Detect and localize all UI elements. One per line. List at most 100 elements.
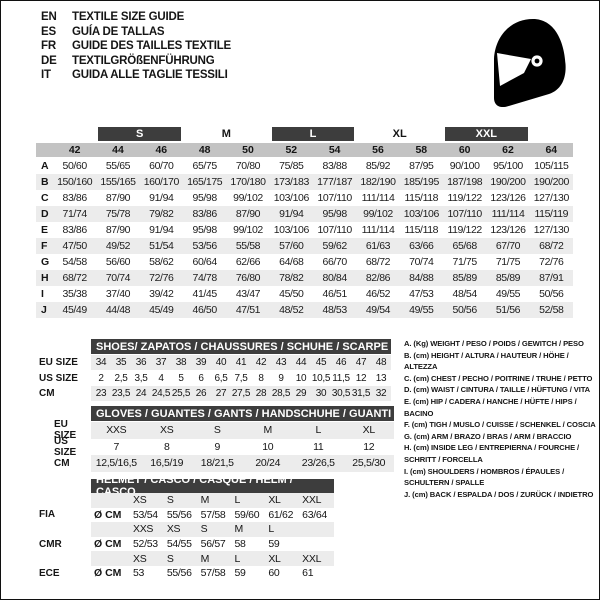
- measurement-row-label: H: [41, 272, 49, 284]
- helmet-size-value: 55/56: [166, 508, 192, 521]
- helmet-size-value: S: [166, 494, 174, 507]
- size-value: 41/45: [192, 288, 218, 300]
- size-group-xl: XL: [392, 128, 407, 140]
- helmet-size-value: M: [200, 494, 210, 507]
- measurement-legend: A. (Kg) WEIGHT / PESO / POIDS / GEWITCH …: [404, 338, 597, 500]
- size-value: 83/86: [62, 224, 88, 236]
- shoes-size-value: 5: [178, 372, 184, 384]
- size-value: 115/118: [404, 224, 439, 236]
- shoes-table-title: SHOES/ ZAPATOS / CHAUSSURES / SCHUHE / S…: [91, 339, 391, 354]
- shoes-size-value: 9: [278, 372, 284, 384]
- size-value: 111/114: [491, 208, 525, 220]
- helmet-size-value: 52/53: [133, 538, 158, 551]
- size-value: 47/51: [235, 304, 261, 316]
- shoes-row-values: 23 23,5 24 24,5 25,5 26 27 27,5 28 28,5 29 30 30,5 31…: [91, 385, 391, 402]
- helmet-size-value: S: [166, 552, 174, 565]
- size-value: 111/114: [361, 192, 395, 204]
- size-value: 87/95: [409, 160, 434, 172]
- helmet-size-value: XL: [268, 552, 281, 565]
- helmet-row-values: XS S M L XL XXL: [91, 493, 334, 508]
- size-value: 190/200: [490, 176, 526, 188]
- size-column-header: 56: [372, 144, 384, 156]
- size-value: 71/75: [452, 256, 478, 268]
- size-value: 72/76: [149, 272, 174, 284]
- helmet-size-value: XS: [166, 523, 181, 536]
- size-value: 182/190: [360, 176, 396, 188]
- helmet-row: XXS XS S M L: [36, 522, 334, 537]
- helmet-size-value: 59: [268, 538, 280, 551]
- size-value: 91/94: [279, 208, 304, 220]
- size-value: 55/65: [105, 160, 131, 172]
- legend-line: B. (cm) HEIGHT / ALTURA / HAUTEUR / HÖHE…: [404, 350, 569, 372]
- textile-size-table: S M L XL XXL 42 44 46 48 50 52 54 56 58 60 62 64 A 50/60 55…: [36, 126, 573, 318]
- shoes-size-value: 39: [195, 357, 207, 369]
- size-value: 51/54: [149, 240, 174, 252]
- size-value: 150/160: [57, 176, 93, 188]
- shoes-size-value: 10,5: [311, 372, 331, 384]
- helmet-size-value: 56/57: [200, 538, 226, 551]
- size-value: 59/62: [322, 240, 348, 252]
- size-value: 103/106: [273, 192, 310, 204]
- size-column-header: 44: [112, 144, 124, 156]
- helmet-row-label: [36, 493, 91, 508]
- size-value: 50/56: [452, 304, 478, 316]
- size-value: 177/187: [317, 176, 353, 188]
- legend-line: A. (Kg) WEIGHT / PESO / POIDS / GEWITCH …: [404, 339, 584, 348]
- shoes-size-value: 46: [335, 357, 347, 369]
- shoes-size-value: 45: [315, 357, 327, 369]
- helmet-row: XS S M L XL XXL: [36, 551, 334, 566]
- language-title: GUÍA DE TALLAS: [72, 25, 165, 38]
- shoes-rows: EU SIZE 34 35 36 37 38 39 40 41 42 43 44 45 46 47 48 US …: [36, 355, 391, 402]
- shoes-size-value: 24,5: [151, 387, 171, 399]
- measurement-row-label: I: [41, 288, 44, 300]
- gloves-row-label: EU SIZE: [54, 419, 77, 442]
- size-column-header: 42: [68, 144, 81, 156]
- helmet-size-value: XXL: [302, 494, 322, 507]
- gloves-row: CM 12,5/16,5 16,5/19 18/21,5 20/24 23/26,5 25,…: [36, 455, 394, 472]
- gloves-size-value: M: [263, 424, 273, 437]
- helmet-row-values: XXS XS S M L: [91, 522, 334, 537]
- shoes-size-value: 30,5: [331, 387, 351, 399]
- gloves-row-label: CM: [54, 457, 70, 469]
- size-value: 50/56: [539, 288, 564, 300]
- size-value: 85/89: [495, 272, 521, 284]
- size-value: 75/78: [105, 208, 131, 220]
- shoes-size-value: 10: [295, 372, 307, 384]
- helmet-size-value: L: [268, 523, 274, 536]
- size-column-header: 60: [458, 144, 471, 156]
- shoes-size-value: 38: [175, 357, 187, 369]
- language-title: GUIDE DES TAILLES TEXTILE: [72, 40, 231, 52]
- size-value: 65/68: [452, 240, 478, 252]
- size-column-header: 46: [155, 144, 168, 156]
- size-value: 91/94: [149, 224, 174, 236]
- size-value: 50/60: [62, 160, 88, 172]
- language-code: DE: [41, 54, 57, 67]
- size-value: 85/89: [452, 272, 478, 284]
- language-title: TEXTILGRÖßENFÜHRUNG: [72, 54, 215, 67]
- shoes-row: EU SIZE 34 35 36 37 38 39 40 41 42 43 44 45 46 47 48: [36, 355, 391, 371]
- helmet-size-value: 53: [133, 567, 145, 580]
- gloves-size-value: 20/24: [255, 457, 281, 470]
- language-code: EN: [41, 11, 57, 23]
- row-stripe: [36, 174, 573, 190]
- size-value: 115/118: [404, 192, 439, 204]
- size-value: 95/98: [192, 224, 218, 236]
- size-value: 95/98: [322, 208, 348, 220]
- helmet-size-value: 53/54: [133, 508, 158, 521]
- helmet-size-value: M: [200, 552, 210, 565]
- legend-line: G. (cm) ARM / BRAZO / BRAS / ARM / BRACC…: [404, 431, 572, 441]
- gloves-row-values: 7 8 9 10 11 12: [91, 439, 394, 456]
- size-value: 170/180: [230, 176, 266, 188]
- gloves-size-value: L: [315, 424, 322, 437]
- helmet-size-value: XXS: [133, 523, 154, 536]
- helmet-row-values: Ø CM 52/53 54/55 56/57 58 59: [91, 537, 334, 552]
- size-group-m: M: [221, 128, 231, 140]
- language-row: DE TEXTILGRÖßENFÜHRUNG: [41, 54, 231, 69]
- row-stripe: [36, 302, 573, 318]
- gloves-size-value: 12: [363, 440, 375, 453]
- shoes-size-value: 26: [195, 387, 207, 399]
- shoes-size-value: 8: [258, 372, 264, 384]
- size-value: 84/88: [409, 272, 434, 284]
- size-value: 76/80: [235, 272, 261, 284]
